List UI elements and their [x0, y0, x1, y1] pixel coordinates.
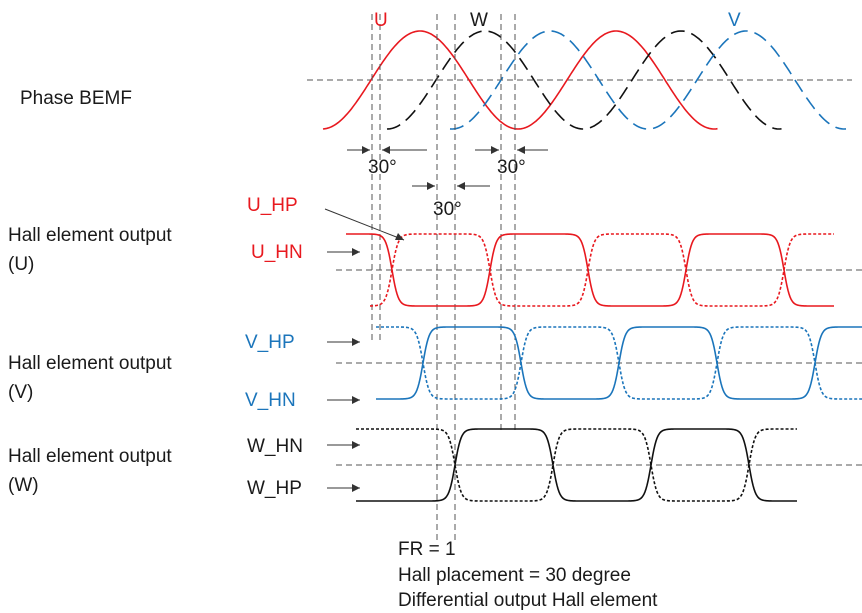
note-fr: FR = 1	[398, 539, 456, 560]
bemf-phase-u-label: U	[374, 10, 388, 31]
angle-label-right: 30°	[497, 157, 526, 178]
angle-arrows: 30° 30° 30°	[347, 146, 548, 220]
hall-u-subtitle: (U)	[8, 254, 34, 275]
bemf-phase-w-label: W	[470, 10, 488, 31]
hall-v-hn-label: V_HN	[245, 390, 296, 411]
notes: FR = 1 Hall placement = 30 degree Differ…	[398, 539, 658, 611]
hall-v-subtitle: (V)	[8, 382, 33, 403]
hall-w-section: Hall element output (W) W_HN W_HP	[8, 428, 862, 502]
hall-v-title: Hall element output	[8, 353, 172, 374]
hall-v-section: Hall element output (V) V_HP V_HN	[8, 326, 862, 411]
timing-guides	[371, 14, 516, 540]
hall-u-hp-label: U_HP	[247, 195, 298, 216]
hall-u-hp-wave	[370, 233, 834, 307]
bemf-phase-v-label: V	[728, 10, 741, 31]
note-hall-placement: Hall placement = 30 degree	[398, 565, 631, 586]
note-differential: Differential output Hall element	[398, 590, 658, 611]
phase-bemf-label: Phase BEMF	[20, 88, 132, 109]
hall-w-hp-wave	[356, 428, 797, 502]
hall-w-subtitle: (W)	[8, 475, 39, 496]
bemf-u-wave	[322, 30, 718, 130]
hall-u-hn-label: U_HN	[251, 242, 303, 263]
angle-label-left: 30°	[368, 157, 397, 178]
hall-u-section: Hall element output (U) U_HP U_HN	[8, 195, 862, 307]
hall-v-hn-wave	[376, 326, 862, 400]
hall-w-hn-label: W_HN	[247, 436, 303, 457]
bemf-waveforms	[307, 30, 852, 130]
hall-w-hn-wave	[356, 428, 797, 502]
angle-label-middle: 30°	[433, 199, 462, 220]
hall-u-hn-wave	[346, 233, 834, 307]
hall-w-hp-label: W_HP	[247, 478, 302, 499]
hall-v-hp-label: V_HP	[245, 332, 295, 353]
hall-u-title: Hall element output	[8, 225, 172, 246]
hall-w-title: Hall element output	[8, 446, 172, 467]
